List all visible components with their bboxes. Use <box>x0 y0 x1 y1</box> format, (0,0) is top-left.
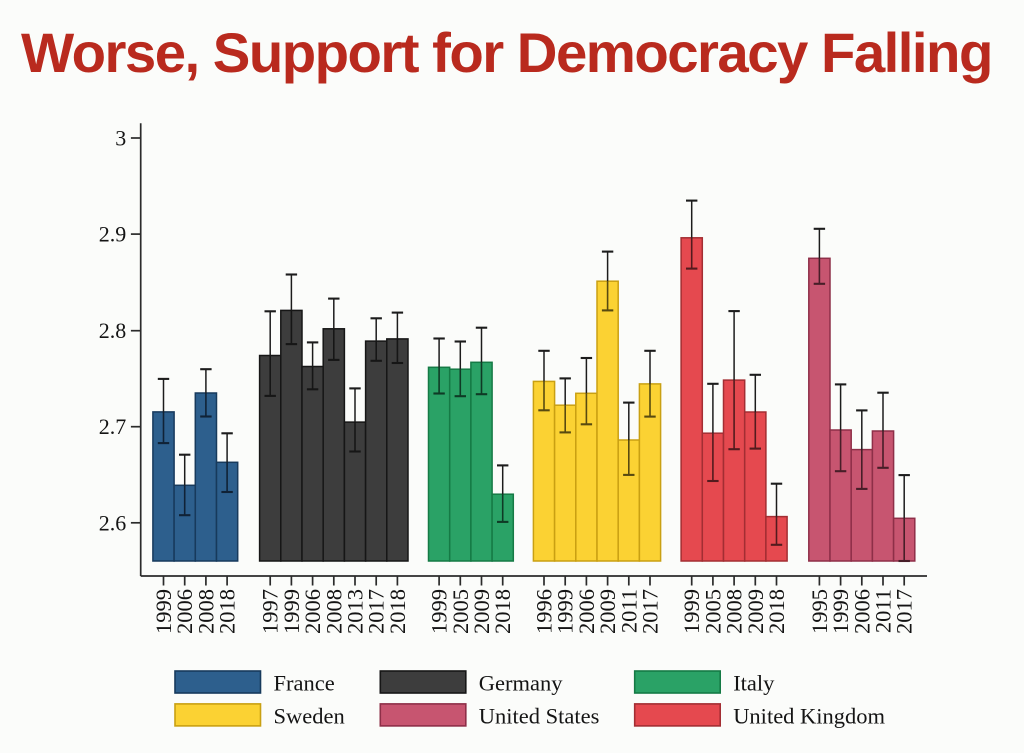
svg-text:2006: 2006 <box>172 589 197 634</box>
svg-text:2006: 2006 <box>300 589 325 634</box>
svg-text:2018: 2018 <box>490 589 515 634</box>
svg-text:2013: 2013 <box>343 589 368 634</box>
svg-text:2.7: 2.7 <box>99 414 127 439</box>
svg-text:2018: 2018 <box>764 589 789 634</box>
svg-text:2008: 2008 <box>321 589 346 634</box>
svg-text:2018: 2018 <box>215 589 240 634</box>
svg-text:United Kingdom: United Kingdom <box>733 703 885 728</box>
svg-text:1999: 1999 <box>151 589 176 634</box>
svg-text:1999: 1999 <box>427 589 452 634</box>
svg-text:2017: 2017 <box>364 589 389 634</box>
svg-text:1995: 1995 <box>807 589 832 634</box>
svg-text:1999: 1999 <box>279 589 304 634</box>
svg-text:United States: United States <box>479 703 600 728</box>
svg-text:2008: 2008 <box>722 589 747 634</box>
svg-text:1999: 1999 <box>828 589 853 634</box>
svg-text:2.6: 2.6 <box>99 510 127 535</box>
svg-text:2006: 2006 <box>574 589 599 634</box>
svg-text:1996: 1996 <box>532 589 557 634</box>
svg-text:2009: 2009 <box>743 589 768 634</box>
svg-text:2011: 2011 <box>616 589 641 633</box>
svg-text:3: 3 <box>115 126 126 151</box>
svg-text:2.8: 2.8 <box>99 318 127 343</box>
svg-text:2008: 2008 <box>193 589 218 634</box>
svg-text:2005: 2005 <box>448 589 473 634</box>
svg-text:2017: 2017 <box>638 589 663 634</box>
svg-text:2017: 2017 <box>892 589 917 634</box>
svg-text:2011: 2011 <box>871 589 896 633</box>
svg-text:1999: 1999 <box>553 589 578 634</box>
svg-text:Sweden: Sweden <box>274 703 345 728</box>
svg-text:Italy: Italy <box>733 671 775 696</box>
svg-text:France: France <box>274 671 335 696</box>
svg-text:Germany: Germany <box>479 671 563 696</box>
svg-text:1997: 1997 <box>258 589 283 634</box>
svg-text:2006: 2006 <box>849 589 874 634</box>
svg-text:2005: 2005 <box>700 589 725 634</box>
svg-text:2009: 2009 <box>469 589 494 634</box>
svg-text:2018: 2018 <box>385 589 410 634</box>
svg-text:2.9: 2.9 <box>99 222 127 247</box>
svg-text:2009: 2009 <box>595 589 620 634</box>
svg-text:1999: 1999 <box>679 589 704 634</box>
